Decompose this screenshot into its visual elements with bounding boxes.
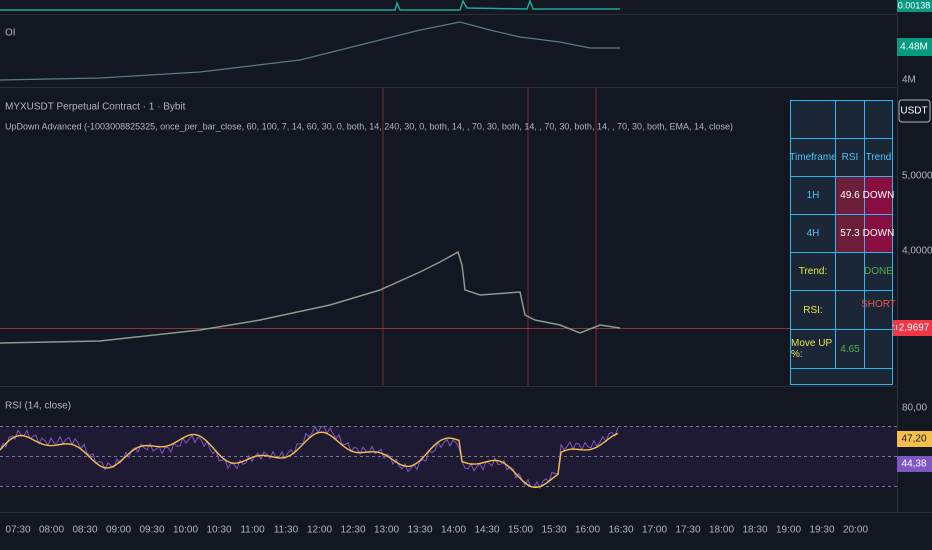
time-label: 18:00	[709, 525, 734, 536]
time-label: 09:00	[106, 525, 131, 536]
rsi-ma-line	[0, 431, 619, 488]
oi-line	[0, 21, 620, 81]
time-label: 07:30	[5, 525, 30, 536]
axis-label: 5,0000	[902, 171, 932, 182]
axis-label: 4M	[902, 75, 916, 86]
value-tag-text: 47,20	[901, 434, 926, 445]
table-cell: DONE	[864, 252, 893, 291]
table-cell: DOWN	[863, 176, 894, 215]
table-cell: SHORT	[861, 290, 896, 330]
table-cell: Trend:	[790, 252, 836, 291]
price-series	[0, 250, 621, 344]
table-cell	[835, 290, 865, 330]
table-cell: 4H	[790, 214, 836, 253]
currency-text: USDT	[900, 106, 927, 117]
time-axis: 07:30 08:00 08:30 09:00 09:30 10:00 10:30 11:00…	[5, 525, 868, 536]
price-tag-text: 2,9697	[899, 323, 930, 334]
time-label: 14:00	[441, 525, 466, 536]
time-label: 15:30	[541, 525, 566, 536]
rsi-line	[0, 425, 619, 490]
table-cell: 1H	[790, 176, 836, 215]
table-cell	[835, 100, 865, 139]
table-cell	[864, 100, 893, 139]
time-label: 19:30	[809, 525, 834, 536]
price-tag	[897, 38, 932, 56]
time-label: 11:00	[240, 525, 265, 536]
top-line	[0, 0, 620, 11]
table-cell	[790, 100, 836, 139]
table-cell: RSI:	[790, 290, 836, 330]
indicator-title: UpDown Advanced (-1003008825325, once_pe…	[5, 121, 733, 131]
time-label: 13:30	[407, 525, 432, 536]
table-cell: 57.3	[835, 214, 865, 253]
price-tag-text: 4.48M	[900, 42, 928, 53]
time-label: 19:00	[776, 525, 801, 536]
value-tag	[897, 431, 932, 447]
table-cell	[790, 368, 893, 385]
table-header: Trend	[864, 138, 893, 177]
price-tag	[897, 320, 932, 336]
table-header: RSI	[835, 138, 865, 177]
time-label: 15:00	[508, 525, 533, 536]
time-label: 10:30	[206, 525, 231, 536]
table-header: Timeframe	[789, 138, 837, 177]
axis-label: 4,0000	[902, 246, 932, 257]
info-table: Timeframe RSI Trend 1H 49.6 DOWN 4H 57.3…	[789, 100, 896, 385]
table-cell	[864, 329, 893, 369]
table-cell: 49.6	[835, 176, 865, 215]
pane-title: OI	[5, 28, 16, 39]
value-tag	[897, 456, 932, 472]
time-label: 12:30	[340, 525, 365, 536]
time-label: 13:00	[374, 525, 399, 536]
time-label: 09:30	[139, 525, 164, 536]
time-label: 08:30	[72, 525, 97, 536]
table-cell: 4.65	[835, 329, 865, 369]
rsi-band	[0, 426, 897, 486]
time-label: 20:00	[843, 525, 868, 536]
price-tag-text: 0.00138	[898, 0, 931, 10]
table-cell: Move UP %:	[790, 329, 836, 369]
time-label: 11:30	[274, 525, 299, 536]
time-label: 17:00	[642, 525, 667, 536]
price-tag	[897, 0, 932, 12]
pane-title: RSI (14, close)	[5, 401, 71, 412]
time-label: 12:00	[307, 525, 332, 536]
time-label: 16:30	[608, 525, 633, 536]
axis-label: 80,00	[902, 403, 927, 414]
time-label: 17:30	[675, 525, 700, 536]
symbol-title: MYXUSDT Perpetual Contract · 1 · Bybit	[5, 102, 186, 113]
table-cell: DOWN	[863, 214, 894, 253]
time-label: 18:30	[742, 525, 767, 536]
time-label: 16:00	[575, 525, 600, 536]
currency-button[interactable]	[898, 99, 931, 123]
time-label: 10:00	[173, 525, 198, 536]
table-cell	[835, 252, 865, 291]
value-tag-text: 44,38	[901, 459, 926, 470]
time-label: 14:30	[474, 525, 499, 536]
time-label: 08:00	[39, 525, 64, 536]
